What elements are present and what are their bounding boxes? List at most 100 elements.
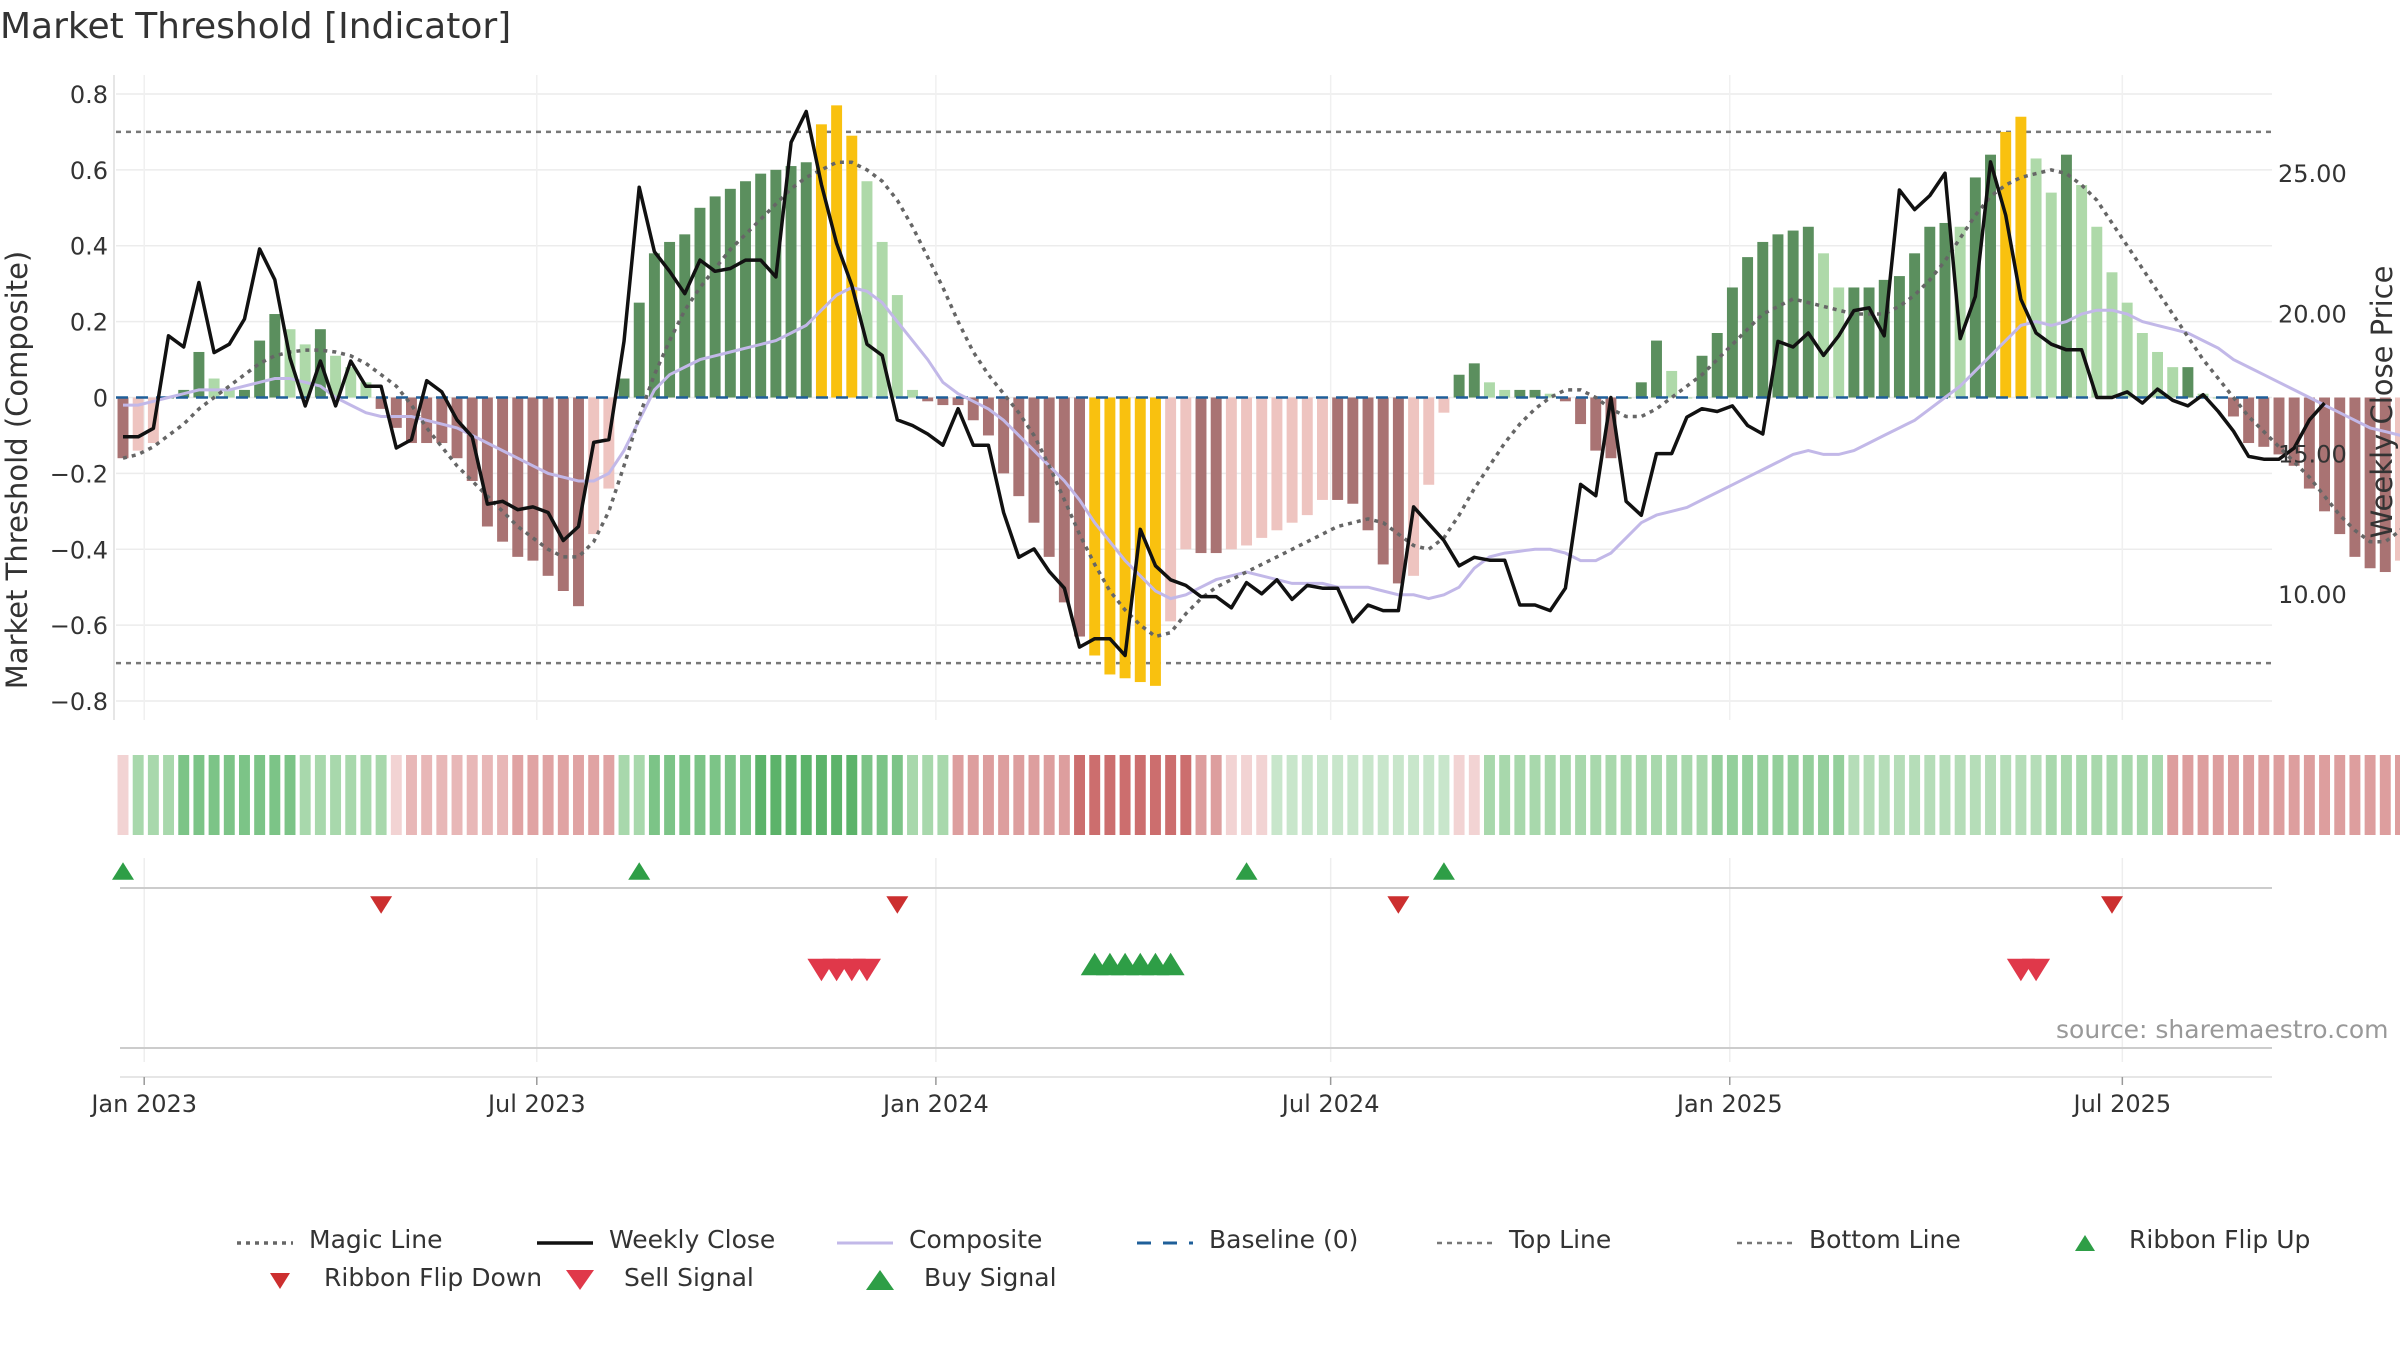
ribbon-cell <box>1468 755 1480 835</box>
ribbon-cell <box>603 755 615 835</box>
composite-bar <box>1438 397 1450 413</box>
composite-bar <box>891 295 903 398</box>
y2-tick-label: 25.00 <box>2278 160 2347 188</box>
composite-bar <box>1347 397 1359 504</box>
composite-bar <box>1271 397 1283 531</box>
composite-bar <box>2394 397 2400 561</box>
composite-bar <box>2167 367 2179 398</box>
composite-bar <box>998 397 1010 474</box>
ribbon-cell <box>345 755 357 835</box>
composite-bar <box>375 397 387 409</box>
ribbon-cell <box>1089 755 1101 835</box>
legend: Magic Line Weekly Close Composite Baseline … <box>0 1195 2400 1305</box>
ribbon-flip-up-marker <box>1432 862 1455 880</box>
ribbon-cell <box>724 755 736 835</box>
y2-tick-label: 10.00 <box>2278 581 2347 609</box>
ribbon-cell <box>2106 755 2118 835</box>
legend-swatch <box>250 1268 310 1289</box>
magic-line <box>122 160 2400 639</box>
composite-bar <box>1074 397 1086 637</box>
composite-bar <box>1149 397 1161 686</box>
ribbon-cell <box>1316 755 1328 835</box>
composite-bar <box>967 397 979 421</box>
ribbon-cell <box>1787 755 1799 835</box>
composite-bar <box>1893 276 1905 398</box>
ribbon-cell <box>1863 755 1875 835</box>
legend-label: Ribbon Flip Down <box>324 1263 543 1292</box>
ribbon-cell <box>709 755 721 835</box>
composite-bar <box>193 351 205 398</box>
ribbon-cell <box>360 755 372 835</box>
composite-bar <box>406 397 417 444</box>
composite-bar <box>1559 397 1571 402</box>
source-label: source: sharemaestro.com <box>2056 1015 2389 1044</box>
composite-bar <box>1377 397 1389 565</box>
ribbon-cell <box>1696 755 1708 835</box>
composite-bar <box>345 367 357 398</box>
legend-label: Magic Line <box>309 1225 443 1254</box>
ribbon-cell <box>314 755 326 835</box>
ribbon-cell <box>1559 755 1571 835</box>
sell-signal-marker <box>852 958 881 982</box>
ribbon-cell <box>1180 755 1192 835</box>
composite-bar <box>618 378 630 398</box>
ribbon-cell <box>2136 755 2148 835</box>
y-tick-label: 0.4 <box>70 233 108 261</box>
ribbon-cell <box>2167 755 2179 835</box>
composite-bar <box>527 397 539 561</box>
composite-bar <box>1408 397 1420 576</box>
y-axis-label: Market Threshold (Composite) <box>0 251 34 689</box>
sell-signal-marker <box>2022 958 2051 982</box>
composite-bar <box>1711 333 1723 398</box>
composite-bar <box>664 241 676 398</box>
legend-label: Sell Signal <box>624 1263 754 1292</box>
ribbon-cell <box>1408 755 1420 835</box>
composite-bar <box>2030 158 2042 398</box>
y-tick-label: −0.8 <box>50 688 108 716</box>
ribbon-cell <box>1651 755 1662 835</box>
x-tick-label: Jan 2025 <box>1675 1090 1783 1118</box>
ribbon-cell <box>557 755 569 835</box>
composite-bar <box>2379 397 2391 573</box>
ribbon-cell <box>755 755 767 835</box>
legend-item-flip-up: Ribbon Flip Up <box>2055 1225 2310 1254</box>
composite-bar <box>1742 257 1754 398</box>
composite-bar <box>861 181 873 398</box>
ribbon-cell <box>1210 755 1222 835</box>
ribbon-cell <box>2334 755 2346 835</box>
ribbon-cell <box>1529 755 1541 835</box>
ribbon-cell <box>1332 755 1344 835</box>
ribbon-flip-down-marker <box>886 896 909 914</box>
legend-item-magic: Magic Line <box>235 1225 443 1254</box>
composite-bar <box>2273 397 2285 455</box>
composite-bar <box>1119 397 1131 679</box>
series-lines <box>122 109 2400 658</box>
ribbon-cell <box>1271 755 1283 835</box>
composite-bar <box>770 169 782 398</box>
composite-bar <box>785 166 797 398</box>
ribbon-cell <box>2364 755 2376 835</box>
ribbon-cell <box>679 755 691 835</box>
ribbon-cell <box>1225 755 1237 835</box>
composite-bar <box>2319 397 2331 512</box>
ribbon-cell <box>1043 755 1055 835</box>
ribbon-cell <box>193 755 205 835</box>
composite-bar <box>724 188 736 398</box>
x-tick-label: Jul 2025 <box>2072 1090 2172 1118</box>
composite-bar <box>1484 382 1495 398</box>
legend-label: Top Line <box>1509 1225 1612 1254</box>
composite-bar <box>269 314 281 398</box>
ribbon-cell <box>1954 755 1966 835</box>
ribbon-cell <box>694 755 706 835</box>
legend-label: Composite <box>909 1225 1043 1254</box>
ribbon-cell <box>2258 755 2270 835</box>
ribbon-cell <box>1149 755 1161 835</box>
ribbon-cell <box>2182 755 2194 835</box>
composite-bar <box>1256 397 1268 538</box>
ribbon-cell <box>1256 755 1268 835</box>
ribbon-cell <box>952 755 964 835</box>
composite-bar <box>740 181 751 398</box>
composite-bar <box>1635 382 1647 398</box>
ribbon-cell <box>2045 755 2057 835</box>
composite-bar <box>208 378 220 398</box>
